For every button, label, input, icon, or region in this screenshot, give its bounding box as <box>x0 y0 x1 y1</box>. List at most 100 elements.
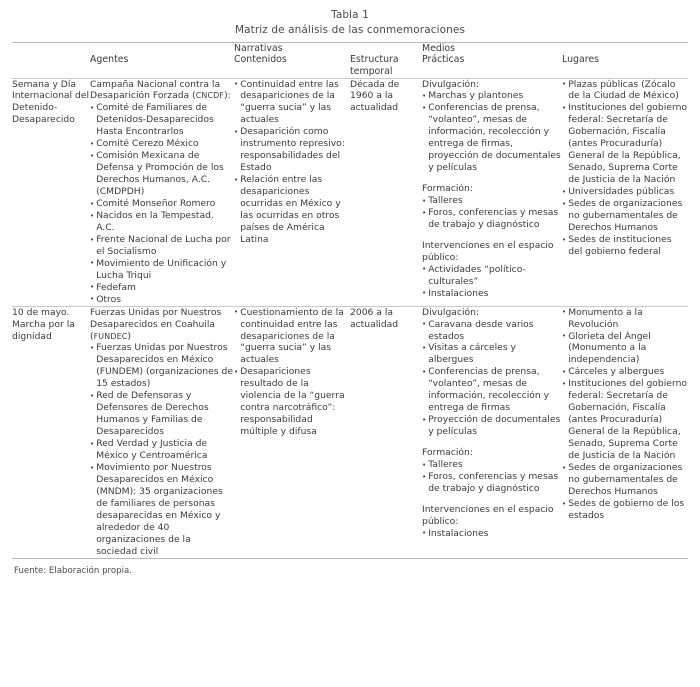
list-item: Instalaciones <box>422 527 562 540</box>
lugares-list: Monumento a la Revolución Glorieta del Á… <box>562 306 688 522</box>
contenidos-list: Continuidad entre las desapariciones de … <box>234 78 350 246</box>
list-item: Desaparición como instrumento represivo:… <box>234 126 350 174</box>
cell-commemoration: 10 de mayo. Marcha por la dignidad <box>12 306 75 342</box>
agentes-lead-acronym: CNCDF <box>195 91 225 101</box>
cell-practicas: Divulgación: Caravana desde varios estad… <box>422 307 562 558</box>
list-item: Relación entre las desapariciones ocurri… <box>234 174 350 246</box>
list-item: Otros <box>90 293 234 306</box>
column-header-estructura-temporal-line2: temporal <box>350 65 393 77</box>
practicas-list-formacion: Talleres Foros, conferencias y mesas de … <box>422 195 562 231</box>
lugares-list: Plazas públicas (Zócalo de la Ciudad de … <box>562 78 688 258</box>
list-item: Foros, conferencias y mesas de trabajo y… <box>422 207 562 231</box>
list-item: Conferencias de prensa, “volanteo”, mesa… <box>422 366 562 414</box>
spacer <box>422 174 562 183</box>
cell-agentes: Fuerzas Unidas por Nuestros Desaparecido… <box>90 307 234 558</box>
list-item: Instituciones del gobierno federal: Secr… <box>562 378 688 462</box>
cell-contenidos: Cuestionamiento de la continuidad entre … <box>234 306 350 558</box>
list-item: Comisión Mexicana de Defensa y Promoción… <box>90 150 234 198</box>
cell-commemoration: Semana y Día Internacional del Detenido-… <box>12 78 90 126</box>
list-item: Nacidos en la Tempestad. A.C. <box>90 210 234 234</box>
row-divider-rule <box>12 305 689 307</box>
table-row: Semana y Día Internacional del Detenido-… <box>12 78 688 306</box>
practicas-heading-intervenciones: Intervenciones en el espacio público: <box>422 239 554 263</box>
practicas-heading-formacion: Formación: <box>422 183 473 195</box>
list-item: Visitas a cárceles y albergues <box>422 342 562 366</box>
list-item: Continuidad entre las desapariciones de … <box>234 78 350 127</box>
cell-agentes: Campaña Nacional contra la Desaparición … <box>90 79 234 306</box>
practicas-list-divulgacion: Caravana desde varios estados Visitas a … <box>422 318 562 439</box>
agentes-lead: Campaña Nacional contra la Desaparición … <box>90 79 234 103</box>
list-item: Talleres <box>422 195 562 207</box>
table-page: Tabla 1 Matriz de análisis de las conmem… <box>0 9 700 687</box>
list-item: Plazas públicas (Zócalo de la Ciudad de … <box>562 78 688 103</box>
practicas-list-intervenciones: Instalaciones <box>422 527 562 540</box>
practicas-list-intervenciones: Actividades “político-culturales” Instal… <box>422 263 562 300</box>
list-item: Desapariciones resultado de la violencia… <box>234 366 350 438</box>
analysis-matrix-table: Narrativas Medios Agentes Contenidos Est… <box>12 43 689 558</box>
list-item: Cuestionamiento de la continuidad entre … <box>234 306 350 367</box>
column-header-practicas: Prácticas <box>422 54 465 65</box>
column-header-blank <box>12 54 90 78</box>
list-item: Red de Defensoras y Defensores de Derech… <box>90 390 234 438</box>
list-item: Instalaciones <box>422 287 562 300</box>
list-item: Proyección de documentales y películas <box>422 414 562 438</box>
table-row: 10 de mayo. Marcha por la dignidad Fuerz… <box>12 306 688 558</box>
list-item: Movimiento por Nuestros Desaparecidos en… <box>90 462 234 558</box>
group-label-medios: Medios <box>422 43 456 54</box>
practicas-list-divulgacion: Marchas y plantones Conferencias de pren… <box>422 90 562 174</box>
list-item: Sedes de organizaciones no gubernamental… <box>562 198 688 234</box>
header-bottom-rule <box>12 77 689 79</box>
column-header-estructura-temporal: Estructura temporal <box>350 54 422 78</box>
table-bottom-rule <box>12 557 688 559</box>
column-header-estructura-temporal-line1: Estructura <box>350 54 399 65</box>
group-header-spacer <box>12 43 90 54</box>
practicas-heading-divulgacion: Divulgación: <box>422 306 480 318</box>
list-item: Movimiento de Unificación y Lucha Triqui <box>90 257 234 282</box>
list-item: Sedes de gobierno de los estados <box>562 498 688 522</box>
cell-lugares: Plazas públicas (Zócalo de la Ciudad de … <box>562 78 688 306</box>
spacer <box>422 495 562 504</box>
list-item: Comité de Familiares de Detenidos-Desapa… <box>90 102 234 138</box>
agentes-lead: Fuerzas Unidas por Nuestros Desaparecido… <box>90 307 234 343</box>
table-number: Tabla 1 <box>331 9 369 21</box>
contenidos-list: Cuestionamiento de la continuidad entre … <box>234 306 350 438</box>
column-header-agentes: Agentes <box>90 54 129 65</box>
list-item: Foros, conferencias y mesas de trabajo y… <box>422 471 562 495</box>
header-bottom-rule-cell <box>12 77 689 79</box>
list-item: Fedefam <box>90 281 234 294</box>
row-divider-cell <box>12 305 689 307</box>
group-label-narrativas: Narrativas <box>234 43 283 54</box>
agentes-lead-text: Campaña Nacional contra la Desaparición … <box>90 78 221 102</box>
group-header-narrativas: Narrativas <box>234 43 422 54</box>
column-header-contenidos: Contenidos <box>234 54 287 65</box>
cell-practicas: Divulgación: Marchas y plantones Confere… <box>422 79 562 306</box>
practicas-heading-intervenciones: Intervenciones en el espacio público: <box>422 503 554 527</box>
column-header-lugares: Lugares <box>562 54 600 65</box>
agentes-lead-tail: ): <box>224 90 231 102</box>
list-item: Cárceles y albergues <box>562 366 688 378</box>
cell-estructura-temporal: Década de 1960 a la actualidad <box>350 78 400 114</box>
group-header-row: Narrativas Medios <box>12 43 688 54</box>
list-item: Comité Monseñor Romero <box>90 198 234 210</box>
column-header-row: Agentes Contenidos Estructura temporal P… <box>12 54 688 78</box>
group-header-spacer-agentes <box>90 43 234 54</box>
agentes-list: Comité de Familiares de Detenidos-Desapa… <box>90 102 234 305</box>
list-item: Monumento a la Revolución <box>562 306 688 331</box>
table-caption: Matriz de análisis de las conmemoracione… <box>234 24 466 36</box>
table-top-rule <box>12 42 688 43</box>
cell-contenidos: Continuidad entre las desapariciones de … <box>234 78 350 306</box>
agentes-lead-acronym: FUNDEC <box>93 331 128 341</box>
agentes-lead-tail: ) <box>127 330 131 342</box>
spacer <box>422 231 562 240</box>
table-source-note: Fuente: Elaboración propia. <box>14 565 132 576</box>
list-item: Marchas y plantones <box>422 90 562 102</box>
cell-lugares: Monumento a la Revolución Glorieta del Á… <box>562 306 688 558</box>
agentes-list: Fuerzas Unidas por Nuestros Desaparecido… <box>90 342 234 557</box>
list-item: Instituciones del gobierno federal: Secr… <box>562 102 688 186</box>
row-divider-row <box>12 305 689 307</box>
list-item: Sedes de organizaciones no gubernamental… <box>562 462 688 498</box>
list-item: Conferencias de prensa, “volanteo”, mesa… <box>422 102 562 174</box>
practicas-list-formacion: Talleres Foros, conferencias y mesas de … <box>422 459 562 495</box>
list-item: Universidades públicas <box>562 186 688 198</box>
list-item: Talleres <box>422 459 562 471</box>
